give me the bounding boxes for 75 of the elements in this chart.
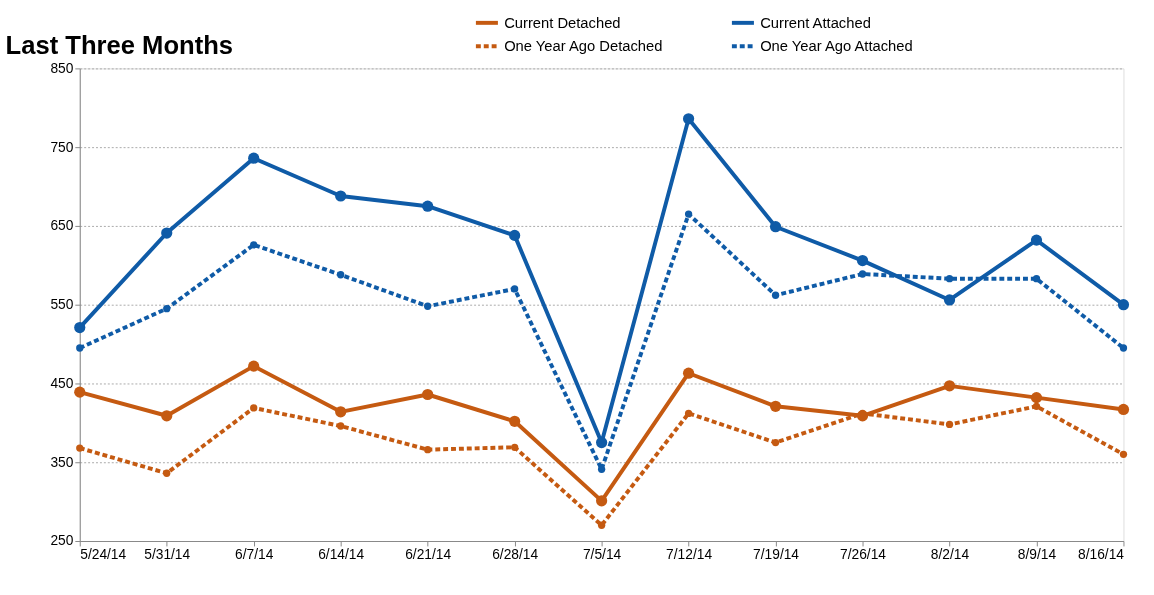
point: [596, 495, 608, 507]
y-tick-label: 250: [50, 533, 74, 549]
x-tick-label: 8/9/14: [1017, 547, 1057, 563]
x-tick-label: 7/26/14: [840, 547, 887, 563]
point: [945, 420, 954, 429]
legend-label: One Year Ago Detached: [504, 38, 663, 55]
point: [76, 344, 84, 352]
point: [163, 305, 171, 313]
y-tick-label: 650: [50, 218, 74, 234]
x-tick-label: 6/28/14: [492, 547, 539, 563]
point: [1032, 402, 1041, 410]
point: [509, 415, 521, 427]
x-tick-label: 8/2/14: [930, 547, 970, 563]
x-tick-label: 6/21/14: [405, 547, 452, 563]
point: [597, 521, 606, 529]
y-tick-label: 750: [50, 139, 74, 155]
point: [510, 285, 519, 293]
point: [250, 241, 258, 249]
point: [510, 443, 519, 451]
legend-label: Current Detached: [504, 14, 621, 31]
point: [250, 404, 258, 412]
point: [945, 275, 954, 283]
chart-title: Last Three Months: [5, 30, 234, 59]
point: [509, 229, 521, 241]
legend-label: Current Attached: [760, 14, 871, 31]
point: [161, 410, 173, 422]
point: [684, 409, 693, 418]
point: [337, 271, 345, 279]
x-tick-label: 5/24/14: [80, 547, 127, 563]
point: [422, 388, 434, 401]
y-tick-label: 350: [50, 454, 74, 470]
x-tick-label: 6/14/14: [318, 547, 365, 563]
point: [858, 270, 867, 278]
x-tick-label: 6/7/14: [235, 547, 274, 563]
point: [771, 438, 780, 447]
point: [248, 360, 260, 372]
x-tick-label: 7/19/14: [753, 547, 800, 563]
x-tick-label: 7/5/14: [582, 547, 622, 563]
point: [943, 380, 956, 392]
point: [1032, 275, 1041, 283]
y-tick-label: 450: [50, 375, 74, 391]
point: [248, 152, 260, 164]
point: [1117, 403, 1130, 416]
point: [769, 221, 782, 233]
point: [1119, 344, 1128, 352]
point: [424, 446, 432, 454]
point: [856, 410, 869, 422]
point: [769, 400, 782, 412]
point: [424, 302, 432, 310]
point: [76, 444, 84, 452]
y-tick-label: 550: [50, 297, 74, 313]
point: [422, 200, 434, 212]
point: [1030, 392, 1043, 404]
legend-label: One Year Ago Attached: [760, 38, 913, 55]
point: [682, 113, 695, 125]
point: [74, 321, 86, 334]
point: [684, 210, 693, 218]
point: [335, 190, 347, 202]
point: [682, 367, 695, 379]
point: [1119, 450, 1128, 459]
point: [771, 291, 780, 299]
point: [1117, 299, 1130, 311]
point: [161, 227, 173, 239]
y-tick-label: 850: [50, 60, 74, 76]
x-tick-label: 7/12/14: [666, 547, 713, 563]
point: [597, 465, 606, 473]
point: [856, 254, 869, 267]
point: [163, 469, 171, 477]
x-tick-label: 5/31/14: [144, 547, 191, 563]
x-tick-label: 8/16/14: [1078, 547, 1125, 563]
point: [335, 406, 347, 418]
point: [943, 294, 956, 306]
point: [1030, 234, 1043, 246]
point: [74, 386, 86, 398]
point: [337, 422, 345, 430]
